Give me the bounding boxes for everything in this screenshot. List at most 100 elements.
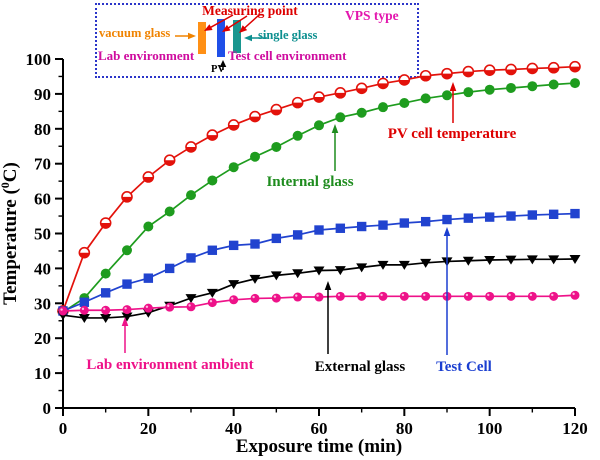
marker [314,120,324,131]
marker [206,288,218,298]
pv-bar [217,19,225,57]
marker [420,258,432,268]
annotation-arrow [121,317,129,353]
marker-half [143,176,154,182]
marker-highlight [423,293,426,297]
marker [250,151,260,162]
marker [271,141,282,152]
marker [526,255,538,265]
curve-label: PV cell temperature [388,126,517,142]
marker [228,162,239,173]
marker-highlight [252,295,255,299]
marker [79,305,89,315]
marker-half [100,223,111,229]
marker [78,313,90,323]
marker [335,112,346,123]
marker-half [122,196,132,202]
marker [122,279,132,289]
marker-highlight [103,307,106,311]
marker [335,223,346,233]
marker [506,291,516,301]
marker [506,82,516,93]
annotation-test-cell: Test Cell [436,227,492,375]
marker [271,293,281,303]
marker [357,291,367,301]
marker-half [314,97,324,103]
marker-highlight [572,292,575,296]
marker [570,78,580,89]
marker-half [506,69,516,75]
marker-half [164,160,175,166]
marker-half [79,252,90,258]
measuring-point-arrow-middle [222,15,248,32]
marker-highlight [465,293,469,297]
lab-environment-label: Lab environment [98,48,195,63]
marker [164,263,175,274]
marker [527,210,538,220]
marker [100,268,111,279]
pv-label: PV [211,64,225,75]
annotation-arrow [449,82,457,123]
marker [334,266,346,276]
curve-label: Lab environment ambient [86,357,253,373]
marker [314,292,324,302]
marker [442,90,452,101]
marker-highlight [359,293,362,297]
marker [143,273,154,283]
marker-highlight [188,304,191,307]
marker [101,305,111,315]
series-pv-cell-temperature [57,60,581,317]
marker [207,245,218,255]
marker-highlight [316,294,319,297]
marker [420,216,431,227]
marker [377,260,389,270]
marker-half [378,83,388,89]
y-axis-title: Temperature (0C) [0,162,21,305]
marker [165,302,175,312]
annotation-arrow [324,281,332,354]
annotation-internal-glass: Internal glass [266,124,354,190]
marker-highlight [529,293,533,297]
vacuum-glass-label: vacuum glass [99,26,171,40]
marker-highlight [145,305,149,308]
single-glass-bar [233,20,241,53]
marker [293,292,303,302]
marker [485,291,495,301]
marker [506,211,516,221]
marker [527,291,537,301]
series-internal-glass [58,78,580,318]
y-tick-label: 40 [34,259,51,278]
vps-type-label: VPS type [345,8,399,23]
curve-label: Internal glass [266,174,353,190]
marker-highlight [380,293,383,297]
x-axis-title: Exposure time (min) [236,436,402,457]
series-test-cell [58,208,580,316]
y-tick-label: 70 [34,155,51,174]
pv-arrow [219,60,227,70]
marker-highlight [60,308,63,311]
marker-half [335,92,346,98]
marker-half [271,109,282,115]
marker [228,280,240,290]
marker [442,214,452,225]
marker [122,305,132,315]
marker [186,302,196,312]
marker [207,298,217,308]
marker [249,274,261,284]
marker [548,79,559,90]
marker [548,255,560,265]
marker [484,256,496,266]
annotation-external-glass: External glass [315,281,405,375]
series-external-glass [57,254,581,323]
x-axis: 0 20 40 60 80 100 120 [59,408,588,438]
marker [270,271,282,281]
marker-half [570,66,580,72]
marker [421,291,431,301]
marker [292,130,303,141]
y-tick-label: 100 [26,50,52,69]
x-tick-label: 60 [311,419,328,438]
marker [463,213,474,223]
marker-half [399,79,410,85]
